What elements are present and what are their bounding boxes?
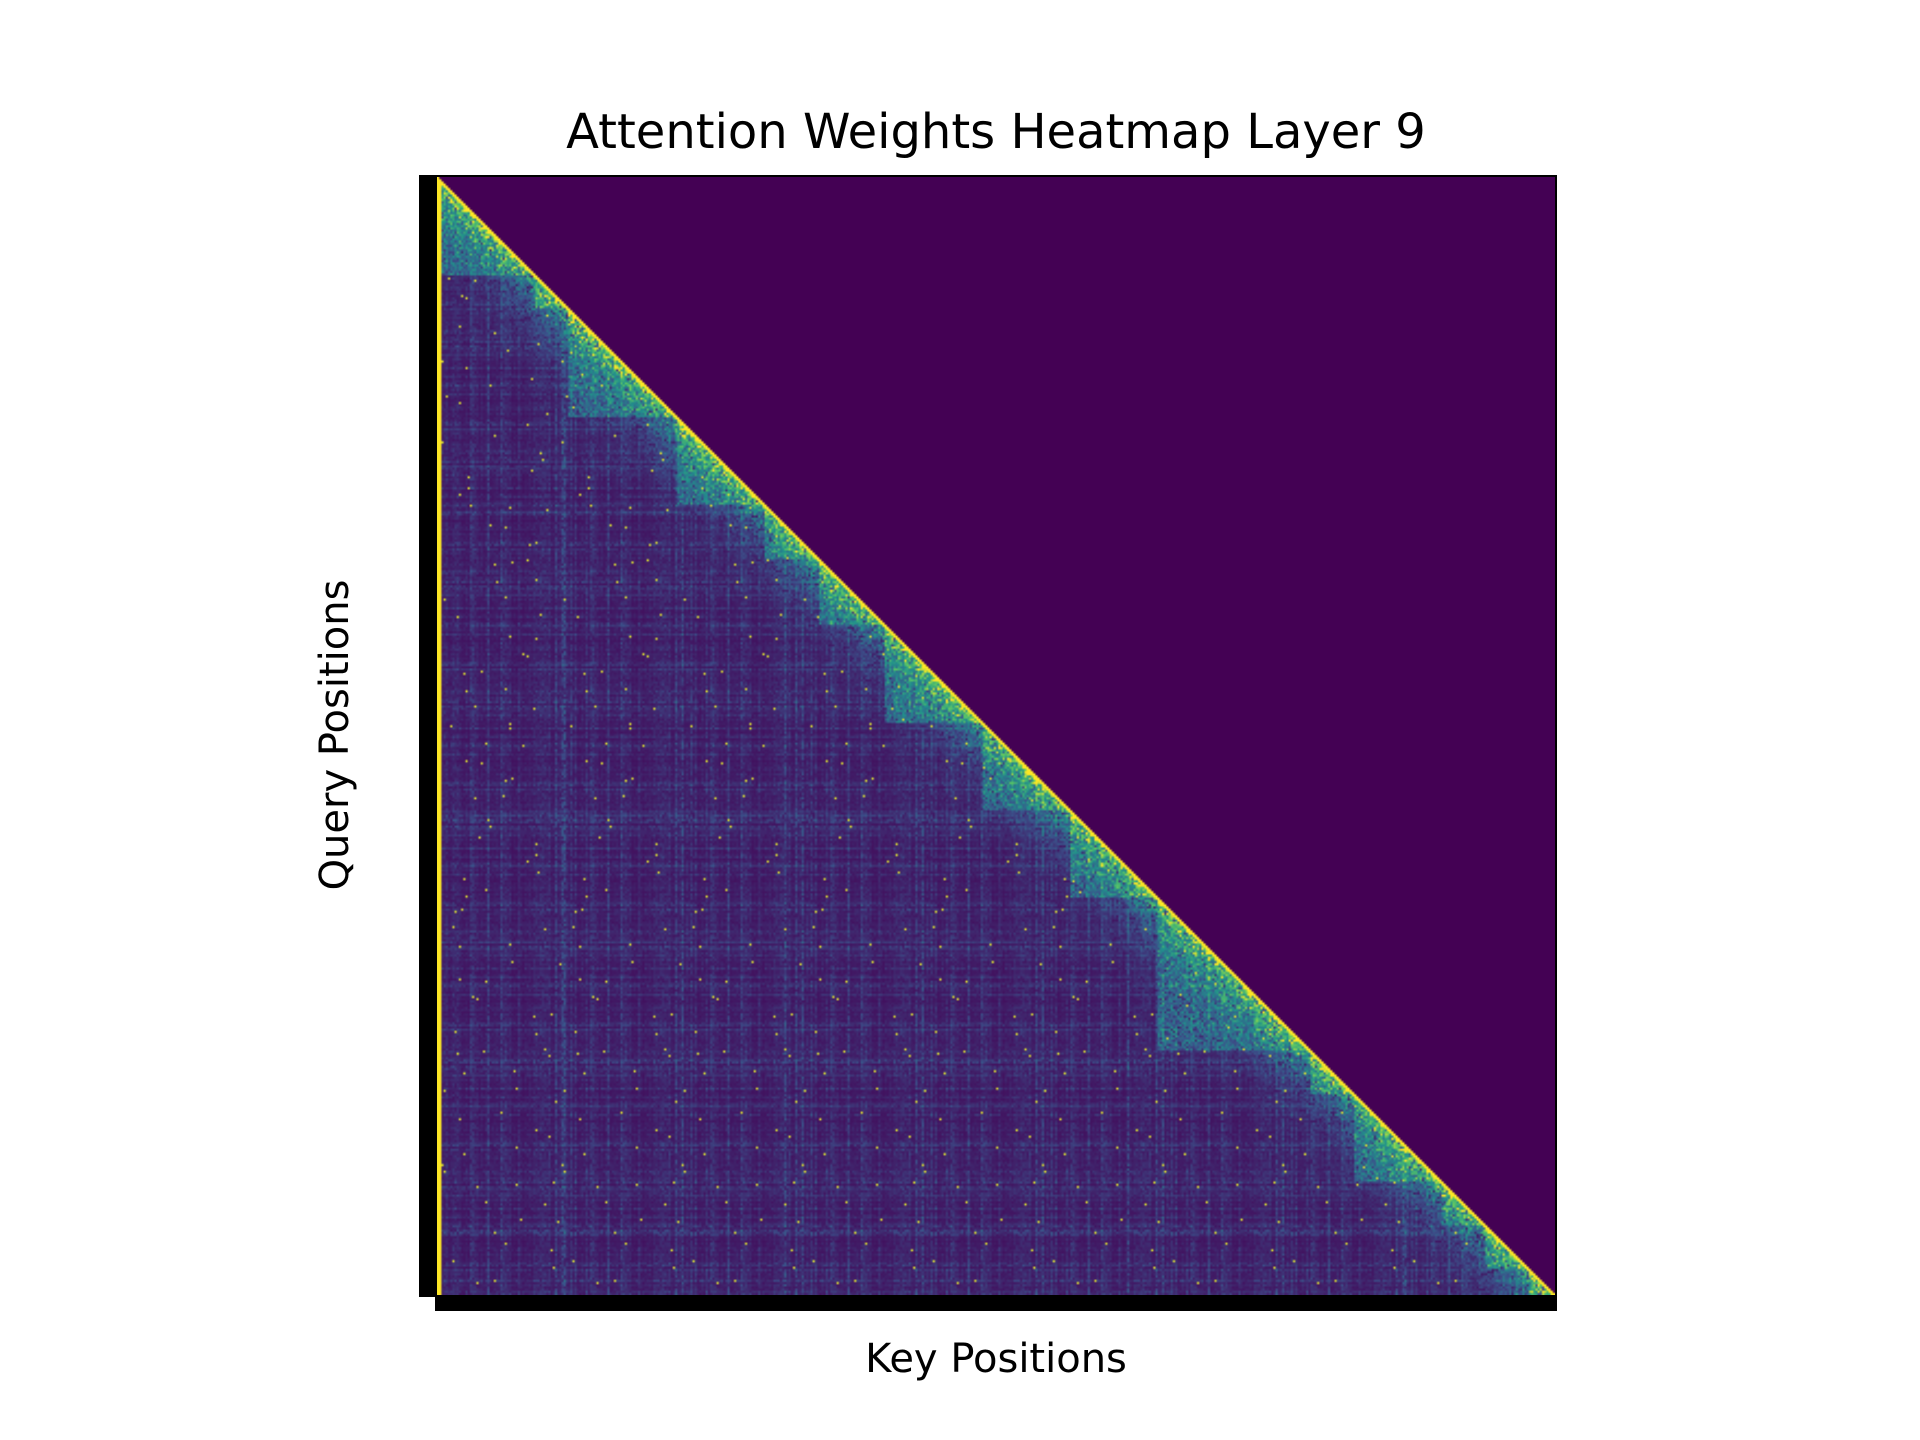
x-axis-label: Key Positions: [865, 1336, 1127, 1382]
heatmap-plot-area: [435, 175, 1557, 1297]
y-axis-label: Query Positions: [312, 579, 358, 891]
y-axis-line: [419, 175, 435, 1297]
chart-title: Attention Weights Heatmap Layer 9: [566, 104, 1426, 160]
attention-heatmap: [437, 177, 1555, 1295]
x-axis-line: [435, 1297, 1557, 1311]
